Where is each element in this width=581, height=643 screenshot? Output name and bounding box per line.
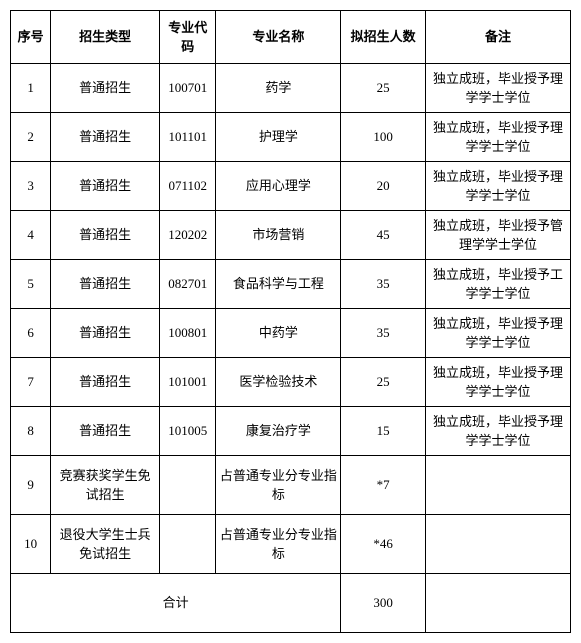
cell-name: 市场营销: [216, 211, 341, 260]
cell-count: 15: [341, 407, 426, 456]
cell-note: 独立成班，毕业授予理学学士学位: [425, 407, 570, 456]
table-row: 10 退役大学生士兵免试招生 占普通专业分专业指标 *46: [11, 515, 571, 574]
header-count: 拟招生人数: [341, 11, 426, 64]
table-row: 4 普通招生 120202 市场营销 45 独立成班，毕业授予管理学学士学位: [11, 211, 571, 260]
table-row: 8 普通招生 101005 康复治疗学 15 独立成班，毕业授予理学学士学位: [11, 407, 571, 456]
cell-name: 食品科学与工程: [216, 260, 341, 309]
cell-type: 普通招生: [51, 64, 160, 113]
table-body: 1 普通招生 100701 药学 25 独立成班，毕业授予理学学士学位 2 普通…: [11, 64, 571, 633]
cell-note: 独立成班，毕业授予理学学士学位: [425, 113, 570, 162]
table-row: 7 普通招生 101001 医学检验技术 25 独立成班，毕业授予理学学士学位: [11, 358, 571, 407]
table-row: 3 普通招生 071102 应用心理学 20 独立成班，毕业授予理学学士学位: [11, 162, 571, 211]
cell-type: 竞赛获奖学生免试招生: [51, 456, 160, 515]
cell-name: 药学: [216, 64, 341, 113]
cell-type: 普通招生: [51, 162, 160, 211]
cell-name: 占普通专业分专业指标: [216, 515, 341, 574]
cell-name: 占普通专业分专业指标: [216, 456, 341, 515]
cell-code: [160, 456, 216, 515]
cell-name: 医学检验技术: [216, 358, 341, 407]
cell-name: 护理学: [216, 113, 341, 162]
total-label: 合计: [11, 574, 341, 633]
cell-type: 退役大学生士兵免试招生: [51, 515, 160, 574]
cell-note: 独立成班，毕业授予工学学士学位: [425, 260, 570, 309]
cell-code: 101001: [160, 358, 216, 407]
cell-code: 120202: [160, 211, 216, 260]
cell-type: 普通招生: [51, 358, 160, 407]
cell-seq: 5: [11, 260, 51, 309]
cell-seq: 7: [11, 358, 51, 407]
table-row: 2 普通招生 101101 护理学 100 独立成班，毕业授予理学学士学位: [11, 113, 571, 162]
total-row: 合计 300: [11, 574, 571, 633]
header-name: 专业名称: [216, 11, 341, 64]
header-seq: 序号: [11, 11, 51, 64]
cell-note: 独立成班，毕业授予理学学士学位: [425, 64, 570, 113]
cell-count: *7: [341, 456, 426, 515]
total-note: [425, 574, 570, 633]
table-row: 6 普通招生 100801 中药学 35 独立成班，毕业授予理学学士学位: [11, 309, 571, 358]
cell-note: 独立成班，毕业授予理学学士学位: [425, 309, 570, 358]
cell-note: 独立成班，毕业授予理学学士学位: [425, 358, 570, 407]
cell-code: 101101: [160, 113, 216, 162]
cell-name: 康复治疗学: [216, 407, 341, 456]
cell-count: 25: [341, 64, 426, 113]
cell-count: 20: [341, 162, 426, 211]
cell-name: 应用心理学: [216, 162, 341, 211]
cell-seq: 9: [11, 456, 51, 515]
cell-count: *46: [341, 515, 426, 574]
cell-type: 普通招生: [51, 260, 160, 309]
table-row: 9 竞赛获奖学生免试招生 占普通专业分专业指标 *7: [11, 456, 571, 515]
table-row: 5 普通招生 082701 食品科学与工程 35 独立成班，毕业授予工学学士学位: [11, 260, 571, 309]
cell-code: [160, 515, 216, 574]
table-row: 1 普通招生 100701 药学 25 独立成班，毕业授予理学学士学位: [11, 64, 571, 113]
cell-count: 25: [341, 358, 426, 407]
cell-type: 普通招生: [51, 113, 160, 162]
header-row: 序号 招生类型 专业代码 专业名称 拟招生人数 备注: [11, 11, 571, 64]
cell-note: 独立成班，毕业授予管理学学士学位: [425, 211, 570, 260]
cell-seq: 1: [11, 64, 51, 113]
cell-code: 100701: [160, 64, 216, 113]
cell-type: 普通招生: [51, 211, 160, 260]
cell-note: [425, 456, 570, 515]
header-code: 专业代码: [160, 11, 216, 64]
cell-note: [425, 515, 570, 574]
cell-code: 071102: [160, 162, 216, 211]
cell-note: 独立成班，毕业授予理学学士学位: [425, 162, 570, 211]
cell-seq: 2: [11, 113, 51, 162]
cell-seq: 4: [11, 211, 51, 260]
cell-name: 中药学: [216, 309, 341, 358]
cell-seq: 10: [11, 515, 51, 574]
cell-type: 普通招生: [51, 407, 160, 456]
cell-code: 100801: [160, 309, 216, 358]
cell-type: 普通招生: [51, 309, 160, 358]
cell-count: 35: [341, 309, 426, 358]
total-count: 300: [341, 574, 426, 633]
cell-seq: 3: [11, 162, 51, 211]
enrollment-table: 序号 招生类型 专业代码 专业名称 拟招生人数 备注 1 普通招生 100701…: [10, 10, 571, 633]
header-note: 备注: [425, 11, 570, 64]
cell-count: 35: [341, 260, 426, 309]
cell-seq: 8: [11, 407, 51, 456]
cell-count: 100: [341, 113, 426, 162]
cell-code: 082701: [160, 260, 216, 309]
cell-code: 101005: [160, 407, 216, 456]
cell-seq: 6: [11, 309, 51, 358]
header-type: 招生类型: [51, 11, 160, 64]
cell-count: 45: [341, 211, 426, 260]
